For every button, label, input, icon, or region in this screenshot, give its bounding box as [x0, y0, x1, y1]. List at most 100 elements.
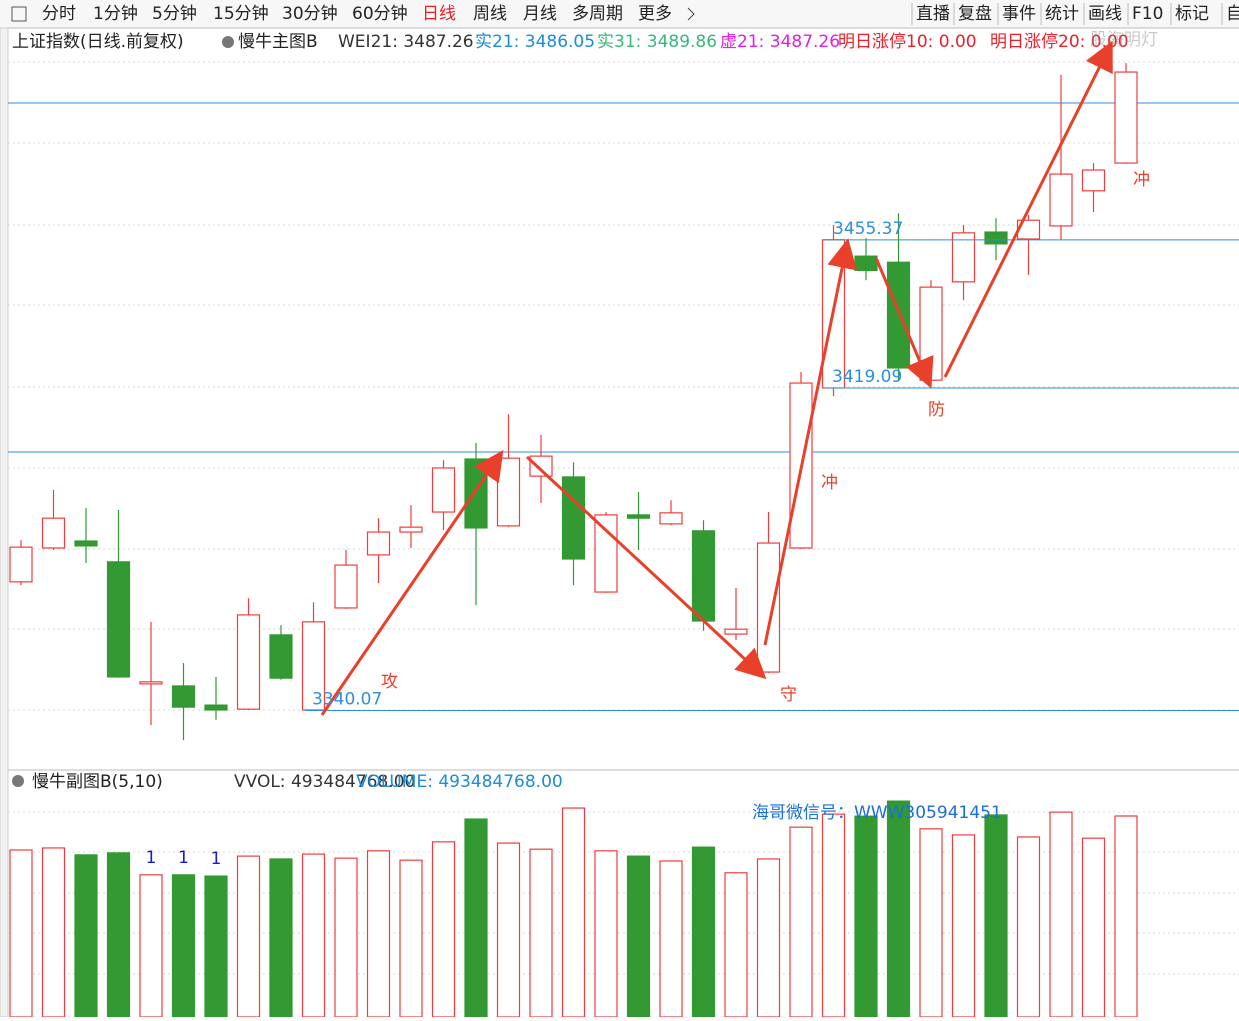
volume-bar: [756, 858, 781, 1018]
annotation: 防: [928, 400, 945, 420]
volume-bar: [821, 813, 846, 1018]
toolbar-button[interactable]: 直播: [916, 4, 950, 24]
volume-bar: [74, 854, 98, 1018]
toolbar-button[interactable]: 复盘: [958, 4, 992, 24]
volume-bar: [171, 874, 196, 1018]
volume-bar: [594, 850, 618, 1018]
volume-signal: 1: [146, 848, 157, 868]
volume-bar: [724, 872, 748, 1018]
indicator-icon[interactable]: [12, 775, 24, 787]
more-chevron[interactable]: [687, 7, 695, 21]
candle-body: [74, 540, 98, 547]
volume-bar: [886, 800, 911, 1018]
volume-bar: [1114, 815, 1138, 1018]
volume-bar: [496, 842, 521, 1018]
volume-bar: [1049, 811, 1073, 1018]
volume-signal: 1: [178, 848, 189, 868]
toolbar-tab[interactable]: 多周期: [572, 4, 623, 24]
indicator-name[interactable]: 慢牛副图B(5,10): [32, 771, 163, 792]
volume-bar: [626, 855, 651, 1018]
plot: [9, 63, 1239, 1018]
panel-title: 上证指数(日线.前复权): [12, 32, 184, 52]
candle-body: [269, 634, 293, 679]
candle-body: [106, 561, 131, 678]
candle-body: [171, 685, 196, 708]
candle-body: [399, 526, 423, 533]
arrow: [943, 40, 1113, 378]
annotation: 冲: [821, 473, 838, 493]
toolbar-icon[interactable]: [11, 6, 27, 22]
toolbar-tab[interactable]: 日线: [422, 4, 456, 24]
candle-body: [1049, 173, 1073, 227]
volume-bar: [139, 874, 163, 1018]
toolbar-tab[interactable]: 60分钟: [352, 4, 408, 24]
candle-body: [984, 231, 1008, 245]
volume-bar: [1016, 836, 1041, 1018]
candle-body: [204, 704, 228, 711]
toolbar-tab[interactable]: 1分钟: [93, 4, 138, 24]
volume-bar: [236, 855, 261, 1018]
annotation: 守: [780, 685, 797, 705]
candle-body: [626, 514, 651, 519]
candle-body: [139, 681, 163, 685]
volume-bar: [1081, 837, 1106, 1018]
indicator-icon[interactable]: [222, 36, 234, 48]
ui: 分时 1分钟 5分钟 15分钟 30分钟 60分钟 日线 周线 月线 多周期 更多 直播 复盘 事件 统计画…: [12, 3, 1239, 869]
candle-body: [431, 467, 456, 513]
candle-body: [366, 531, 391, 556]
volume-bar: [106, 852, 131, 1018]
toolbar-button[interactable]: 画线: [1088, 4, 1122, 24]
toolbar-button[interactable]: 标记: [1175, 4, 1209, 24]
candle-body: [236, 614, 261, 710]
candle-body: [529, 455, 553, 477]
volume-bar: [9, 849, 33, 1018]
candle-body: [334, 564, 358, 609]
arrows: [320, 40, 1113, 716]
candle-body: [1114, 71, 1138, 164]
level-label: 3419.09: [832, 367, 902, 387]
candle-body: [724, 628, 748, 635]
volume-bar: [41, 847, 66, 1018]
volume-signal: 1: [211, 849, 222, 869]
volume-bar: [334, 857, 358, 1018]
toolbar-button[interactable]: F10: [1132, 4, 1163, 24]
volume-bar: [984, 814, 1008, 1018]
toolbar-tab[interactable]: 5分钟: [152, 4, 197, 24]
toolbar-tab[interactable]: 15分钟: [213, 4, 269, 24]
annotation: 攻: [381, 672, 398, 692]
toolbar-tab[interactable]: 周线: [473, 4, 507, 24]
toolbar-button[interactable]: 统计: [1045, 4, 1079, 24]
level-label: 3340.07: [312, 690, 382, 710]
toolbar-button[interactable]: 事件: [1002, 4, 1036, 24]
volume-bar: [464, 818, 488, 1018]
indicator-value: 实21: 3486.05: [475, 32, 595, 52]
toolbar: [0, 0, 1239, 28]
volume-bar: [529, 848, 553, 1018]
note: 海哥微信号：WWW305941451: [752, 803, 1002, 823]
level-label: 3455.37: [833, 219, 903, 239]
toolbar-button[interactable]: 自: [1226, 4, 1239, 24]
toolbar-tab[interactable]: 更多: [638, 4, 672, 24]
sidebar: [0, 27, 9, 1018]
indicator-value: WEI21: 3487.26: [338, 32, 474, 52]
indicator-value: 虚21: 3487.26: [720, 32, 840, 52]
toolbar-tab[interactable]: 月线: [523, 4, 557, 24]
candle-body: [41, 517, 66, 549]
volume-bar: [951, 834, 976, 1018]
volume-bar: [561, 807, 586, 1018]
candle-body: [561, 476, 586, 560]
watermark: 股海明灯: [1090, 30, 1158, 50]
candle-body: [9, 546, 33, 583]
toolbar-tab[interactable]: 30分钟: [282, 4, 338, 24]
indicator-name[interactable]: 慢牛主图B: [238, 31, 318, 52]
candle-body: [854, 255, 878, 272]
volume-bar: [789, 826, 813, 1018]
volume-bar: [399, 859, 423, 1018]
toolbar-tab[interactable]: 分时: [42, 4, 76, 24]
annotation: 冲: [1133, 170, 1150, 190]
volume-bar: [301, 853, 326, 1018]
volume-bar: [659, 860, 683, 1018]
volume-bar: [431, 841, 456, 1018]
volume-bar: [366, 850, 391, 1018]
